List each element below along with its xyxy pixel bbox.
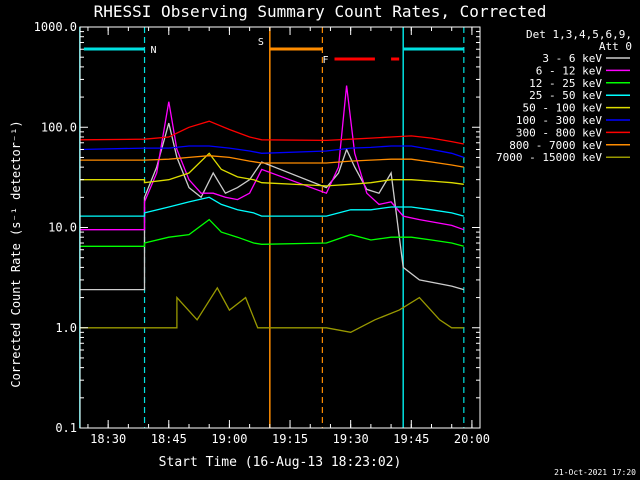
legend-label-8: 7000 - 15000 keV bbox=[496, 151, 602, 164]
legend-label-3: 25 - 50 keV bbox=[529, 89, 602, 102]
x-tick-label-2: 19:00 bbox=[211, 432, 247, 446]
timestamp: 21-Oct-2021 17:20 bbox=[554, 468, 636, 477]
series-line-7 bbox=[79, 155, 464, 168]
plot-frame bbox=[79, 26, 481, 429]
series-line-3 bbox=[79, 196, 464, 217]
x-tick-label-4: 19:30 bbox=[333, 432, 369, 446]
legend-header-0: Det 1,3,4,5,6,9, bbox=[526, 28, 632, 41]
x-tick-label-5: 19:45 bbox=[393, 432, 429, 446]
series-line-0 bbox=[79, 122, 464, 291]
legend-label-0: 3 - 6 keV bbox=[542, 52, 602, 65]
series-line-6 bbox=[79, 120, 464, 145]
series-line-4 bbox=[79, 152, 464, 187]
y-tick-label-1: 1.0 bbox=[55, 321, 77, 335]
x-axis-label: Start Time (16-Aug-13 18:23:02) bbox=[159, 455, 402, 470]
y-tick-label-0: 0.1 bbox=[55, 421, 77, 435]
legend-label-2: 12 - 25 keV bbox=[529, 77, 602, 90]
marker-label-f: F bbox=[322, 55, 328, 66]
x-tick-label-6: 20:00 bbox=[454, 432, 490, 446]
legend-label-5: 100 - 300 keV bbox=[516, 114, 602, 127]
chart-title: RHESSI Observing Summary Count Rates, Co… bbox=[93, 2, 547, 21]
legend-label-7: 800 - 7000 keV bbox=[509, 139, 602, 152]
legend-label-1: 6 - 12 keV bbox=[536, 64, 603, 77]
legend-label-4: 50 - 100 keV bbox=[523, 102, 603, 115]
legend-label-6: 300 - 800 keV bbox=[516, 126, 602, 139]
series-line-8 bbox=[79, 286, 464, 333]
y-tick-label-3: 100.0 bbox=[41, 120, 77, 134]
series-line-1 bbox=[79, 85, 465, 231]
marker-label-s: S bbox=[258, 37, 264, 48]
y-tick-label-2: 10.0 bbox=[48, 221, 77, 235]
marker-label-n: N bbox=[151, 45, 157, 56]
series-line-5 bbox=[79, 145, 465, 159]
legend-header-1: Att 0 bbox=[599, 40, 632, 53]
x-tick-label-0: 18:30 bbox=[90, 432, 126, 446]
series-line-2 bbox=[79, 218, 464, 247]
y-tick-label-4: 1000.0 bbox=[34, 20, 77, 34]
x-tick-label-1: 18:45 bbox=[151, 432, 187, 446]
x-tick-label-3: 19:15 bbox=[272, 432, 308, 446]
y-axis-label: Corrected Count Rate (s⁻¹ detector⁻¹) bbox=[9, 120, 23, 387]
